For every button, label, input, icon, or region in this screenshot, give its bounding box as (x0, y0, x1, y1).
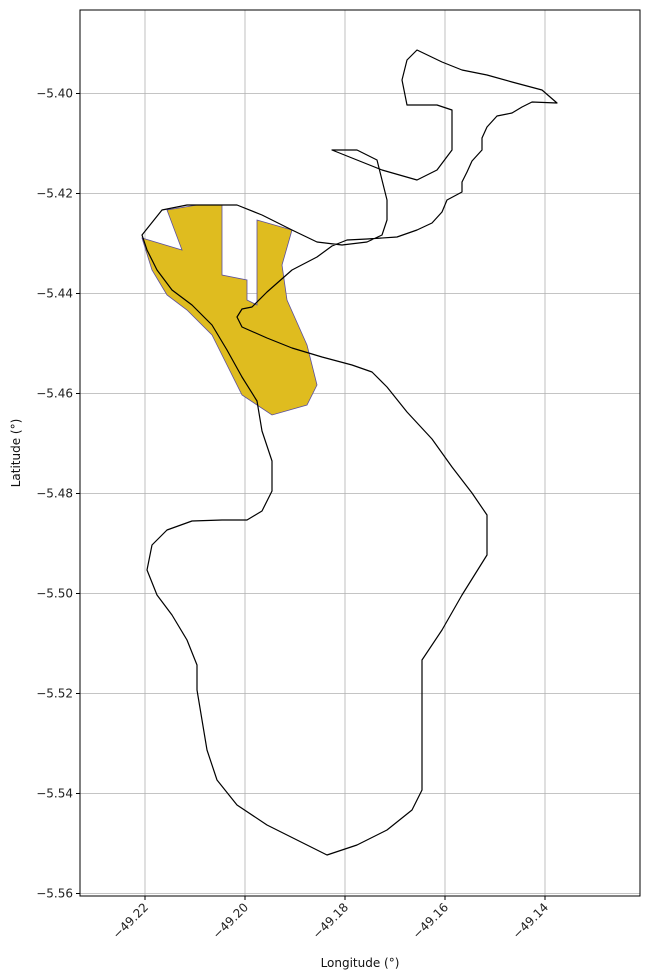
plot-frame (79, 9, 641, 897)
y-tick-label: −5.44 (36, 287, 73, 301)
y-tick-label: −5.56 (36, 887, 73, 901)
y-tick-label: −5.54 (36, 787, 73, 801)
y-tick-label: −5.42 (36, 187, 73, 201)
y-tick-label: −5.48 (36, 487, 73, 501)
municipality-boundary (141, 49, 558, 856)
y-tick-label: −5.52 (36, 687, 73, 701)
gridlines (80, 10, 640, 896)
y-axis-label: Latitude (°) (9, 419, 23, 488)
y-tick-label: −5.46 (36, 387, 73, 401)
map-shapes (141, 49, 558, 856)
y-tick-label: −5.40 (36, 87, 73, 101)
y-tick-label: −5.50 (36, 587, 73, 601)
x-axis-label: Longitude (°) (321, 956, 400, 970)
